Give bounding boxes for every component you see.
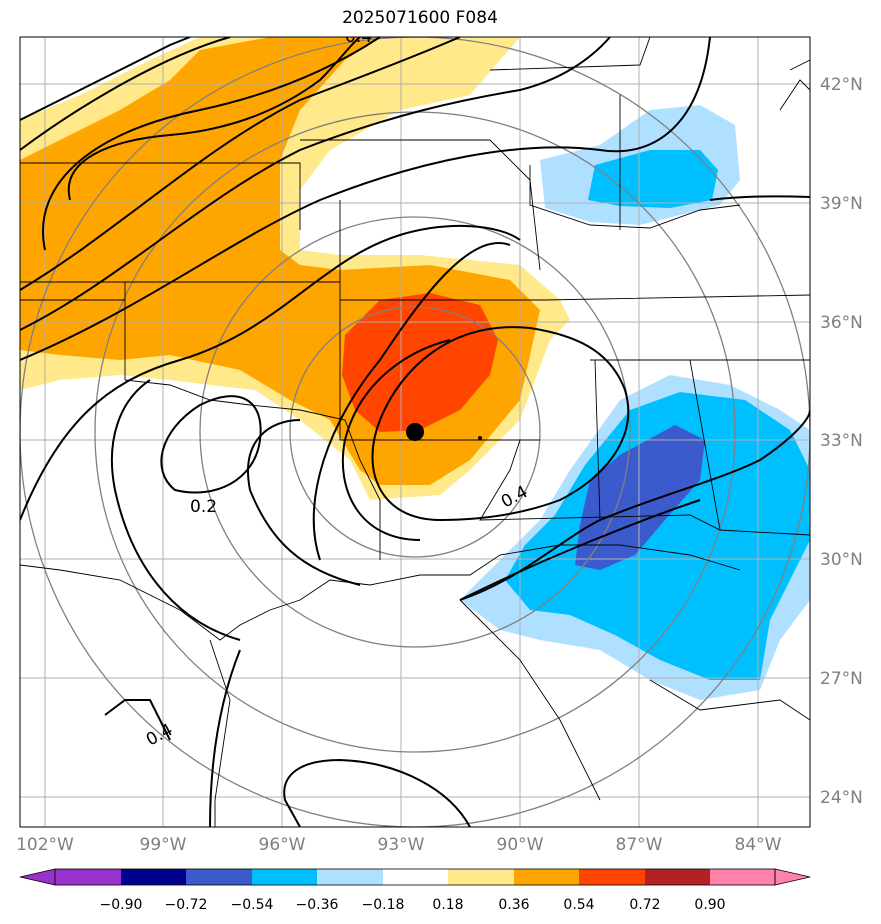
colorbar-bin-9	[645, 869, 710, 885]
lat-label-5: 27°N	[820, 669, 863, 689]
lon-label-2: 96°W	[259, 835, 306, 855]
political-borders	[20, 37, 810, 827]
graticule	[20, 37, 810, 827]
colorbar-tick-7: 0.54	[563, 897, 594, 913]
contour-lines	[20, 37, 810, 827]
colorbar-tick-5: 0.18	[432, 897, 463, 913]
colorbar-tick-1: −0.72	[165, 897, 208, 913]
colorbar-bin-4	[317, 869, 383, 885]
colorbar-extend-high	[774, 868, 811, 886]
shade-blue-northeast	[588, 150, 718, 208]
contour-label-0: 0.2	[190, 497, 217, 517]
colorbar-tick-2: −0.54	[231, 897, 274, 913]
colorbar-bin-5	[383, 869, 448, 885]
map-frame	[19, 36, 811, 828]
colorbar-bin-0	[55, 869, 121, 885]
colorbar-bin-2	[186, 869, 252, 885]
lat-label-3: 33°N	[820, 431, 863, 451]
colorbar-tick-6: 0.36	[498, 897, 529, 913]
lon-label-3: 93°W	[378, 835, 425, 855]
colorbar-bin-3	[252, 869, 317, 885]
colorbar-bin-1	[121, 869, 186, 885]
small-marker	[478, 436, 482, 440]
lon-label-0: 102°W	[16, 835, 74, 855]
map-title: 2025071600 F084	[342, 8, 498, 28]
center-marker	[406, 423, 424, 441]
lat-label-6: 24°N	[820, 788, 863, 808]
lon-label-5: 87°W	[616, 835, 663, 855]
colorbar-tick-0: −0.90	[100, 897, 143, 913]
colorbar-tick-3: −0.36	[296, 897, 339, 913]
colorbar-bin-7	[514, 869, 579, 885]
lon-label-1: 99°W	[140, 835, 187, 855]
lat-label-0: 42°N	[820, 75, 863, 95]
colorbar-bin-10	[710, 869, 775, 885]
colorbar-extend-low	[19, 868, 56, 886]
latitude-labels: 42°N 39°N 36°N 33°N 30°N 27°N 24°N	[820, 75, 863, 808]
contour-label-3: 0.4	[345, 27, 372, 47]
colorbar: −0.90 −0.72 −0.54 −0.36 −0.18 0.18 0.36 …	[19, 868, 811, 913]
lat-label-1: 39°N	[820, 194, 863, 214]
map-panel: 0.2 0.4 0.4 0.4	[20, 27, 810, 827]
lon-label-6: 84°W	[735, 835, 782, 855]
colorbar-tick-8: 0.72	[629, 897, 660, 913]
lon-label-4: 90°W	[497, 835, 544, 855]
colorbar-bin-8	[579, 869, 645, 885]
longitude-labels: 102°W 99°W 96°W 93°W 90°W 87°W 84°W	[16, 835, 782, 855]
lat-label-4: 30°N	[820, 550, 863, 570]
colorbar-tick-9: 0.90	[694, 897, 725, 913]
lat-label-2: 36°N	[820, 313, 863, 333]
colorbar-bin-6	[448, 869, 514, 885]
colorbar-tick-4: −0.18	[362, 897, 405, 913]
